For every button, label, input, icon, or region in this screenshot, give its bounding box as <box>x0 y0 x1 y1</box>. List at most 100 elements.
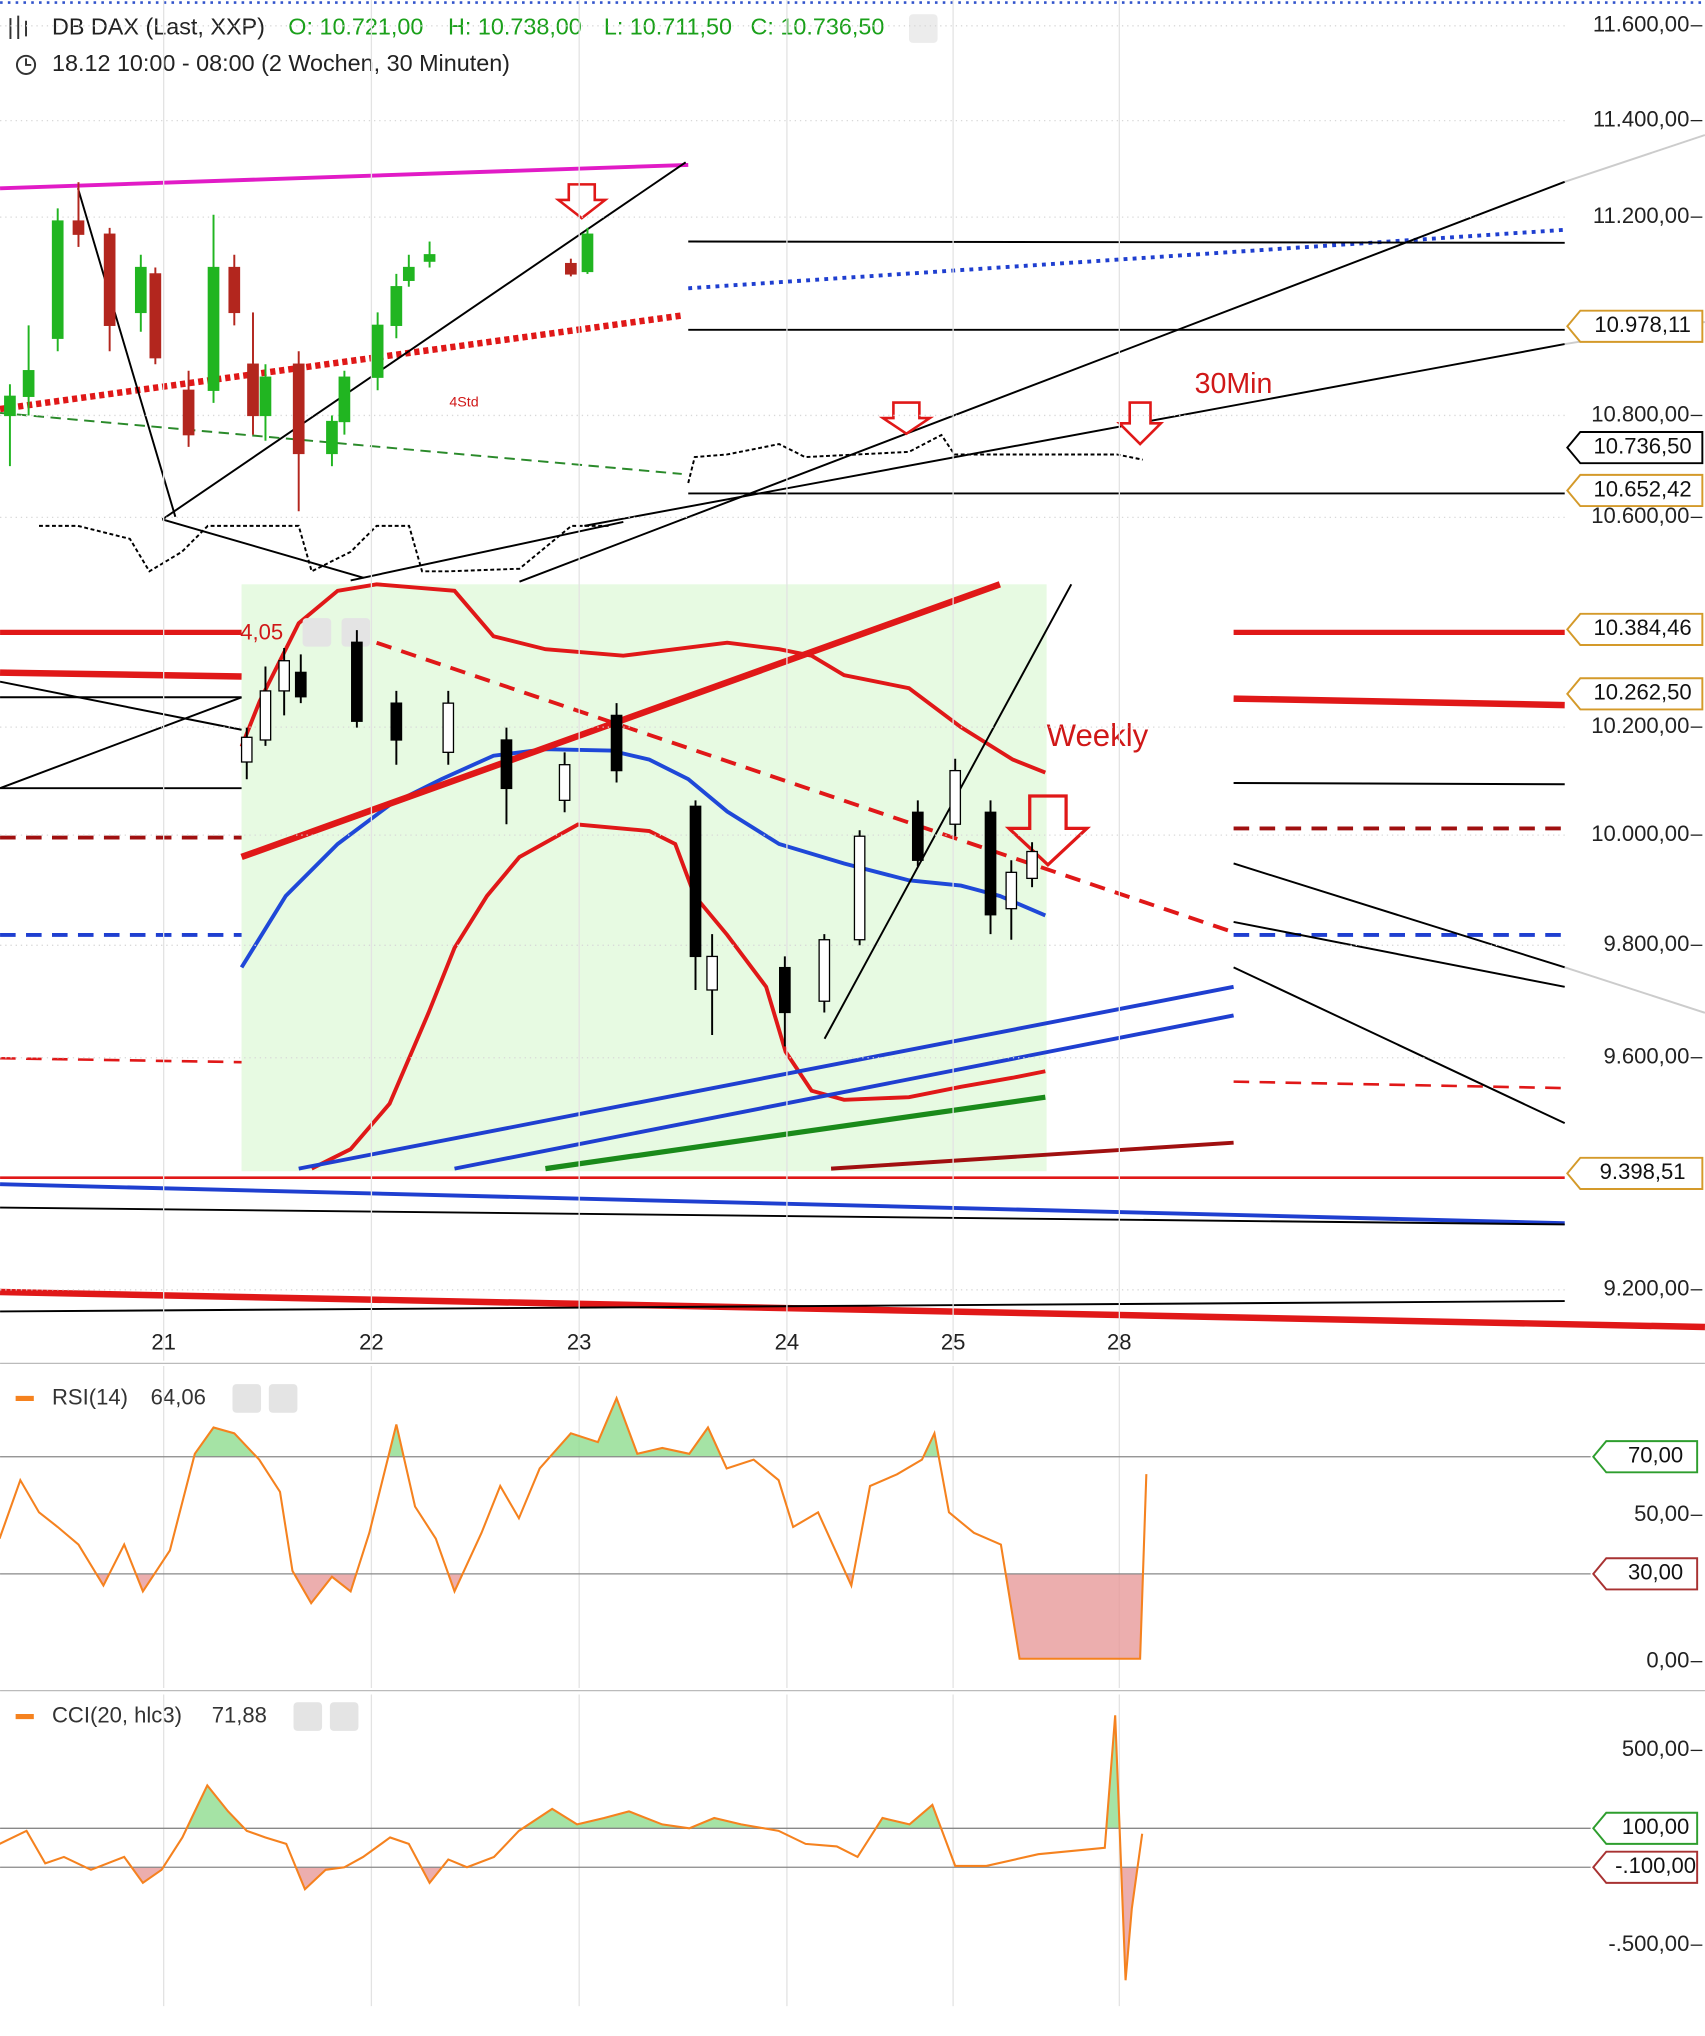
legend-label: RSI(14) <box>52 1384 128 1409</box>
candle-body <box>134 266 147 314</box>
arrow-down <box>1116 401 1165 446</box>
trendline <box>350 521 624 582</box>
clock-icon <box>15 54 37 75</box>
chart-subtitle: 18.12 10:00 - 08:00 (2 Wochen, 30 Minute… <box>52 50 510 76</box>
price-tag-label: 9.398,51 <box>1600 1159 1686 1184</box>
x-tick-label: 23 <box>567 1330 592 1355</box>
level-line <box>688 240 1565 244</box>
x-tick-label: 21 <box>151 1330 176 1355</box>
candle-body <box>423 254 436 262</box>
candle-body <box>371 324 384 378</box>
candle-body <box>228 266 241 314</box>
candle-body <box>853 835 866 941</box>
y-tick-label: 10.000,00 <box>1591 821 1689 846</box>
candle-body <box>103 233 116 326</box>
y-tick-label: 500,00 <box>1622 1736 1689 1761</box>
settings-icon[interactable] <box>232 1384 262 1413</box>
candle-body <box>338 376 351 423</box>
arrow-down <box>1004 794 1091 868</box>
candle-body <box>22 370 35 397</box>
trendline <box>0 696 242 790</box>
y-tick-label: 9.600,00 <box>1603 1044 1689 1069</box>
arrow-down <box>554 183 609 220</box>
candle-body <box>4 395 16 417</box>
candle-body <box>259 690 272 741</box>
level-line <box>1233 695 1565 709</box>
price-tag <box>1566 309 1704 343</box>
trendline <box>0 162 689 191</box>
candle-body <box>1005 871 1018 910</box>
candle-body <box>610 714 623 772</box>
price-tag <box>1566 473 1704 508</box>
arrow-down <box>878 401 935 436</box>
y-tick-label: 0,00 <box>1646 1647 1689 1672</box>
y-tick-label: 9.800,00 <box>1603 931 1689 956</box>
candle-body <box>911 811 924 861</box>
price-tag <box>1566 431 1704 465</box>
price-tag-label: 10.978,11 <box>1594 312 1691 337</box>
trendline <box>454 1013 1234 1171</box>
annotation: Weekly <box>1047 718 1149 753</box>
price-line <box>687 433 1143 484</box>
candle-body <box>351 641 363 722</box>
price-tag-label: 10.384,46 <box>1594 615 1692 640</box>
overbought-area <box>0 1398 1147 1457</box>
price-tag-label: 10.736,50 <box>1594 433 1692 458</box>
price-tag <box>1566 1156 1704 1190</box>
candle-body <box>390 286 403 326</box>
chart-title: DB DAX (Last, XXP) <box>52 14 265 40</box>
price-tag <box>1566 677 1704 711</box>
settings-icon[interactable] <box>293 1702 323 1731</box>
level-tag <box>1592 1850 1699 1884</box>
trendline <box>161 161 687 521</box>
level-tag-label: 100,00 <box>1622 1814 1689 1839</box>
annotation: 4,05 <box>240 619 283 644</box>
candle-body <box>949 769 962 825</box>
trendline <box>1564 134 1705 183</box>
trendline <box>77 188 177 518</box>
candle-body <box>292 363 305 455</box>
trendline <box>519 180 1566 583</box>
trendline <box>1233 966 1566 1125</box>
y-tick-label: 11.600,00 <box>1593 12 1690 37</box>
level-tag <box>1592 1811 1699 1845</box>
trendline <box>1233 920 1565 988</box>
close-icon[interactable] <box>329 1702 359 1731</box>
clock-hand <box>25 58 32 66</box>
trendline <box>0 680 242 731</box>
level-tag-label: 70,00 <box>1628 1443 1683 1468</box>
candle-body <box>294 671 307 698</box>
settings-icon[interactable] <box>302 618 332 647</box>
candle-body <box>500 739 513 790</box>
close-icon[interactable] <box>268 1384 298 1413</box>
candle-body <box>818 939 831 1002</box>
level-tag <box>1592 1557 1699 1591</box>
annotation: 4Std <box>449 394 478 410</box>
trendline <box>1564 966 1705 1014</box>
y-tick-label: -.500,00 <box>1608 1931 1689 1956</box>
x-tick-label: 28 <box>1107 1330 1132 1355</box>
candle-body <box>326 420 338 455</box>
candle-body <box>706 955 718 991</box>
trendline <box>0 1300 1565 1313</box>
y-tick-label: 10.600,00 <box>1591 503 1689 528</box>
legend-value: 71,88 <box>212 1702 267 1727</box>
decorations <box>0 1 1705 1731</box>
price-tag-label: 10.652,42 <box>1594 476 1692 501</box>
legend-label: CCI(20, hlc3) <box>52 1702 182 1727</box>
indicator-line <box>0 1395 1148 1660</box>
chart-icon <box>9 15 27 39</box>
candle-body <box>565 262 577 275</box>
close-icon[interactable] <box>341 618 371 647</box>
trendline <box>162 518 364 579</box>
candle-body <box>390 702 403 741</box>
upper-band <box>239 582 1047 775</box>
candle-body <box>442 702 455 753</box>
trendline <box>0 312 683 413</box>
moving-average <box>239 747 1047 969</box>
candle-body <box>72 220 85 235</box>
candle-body <box>689 805 702 958</box>
settings-icon[interactable] <box>908 14 938 43</box>
level-line <box>1233 782 1565 786</box>
level-tag-label: -.100,00 <box>1615 1853 1696 1878</box>
